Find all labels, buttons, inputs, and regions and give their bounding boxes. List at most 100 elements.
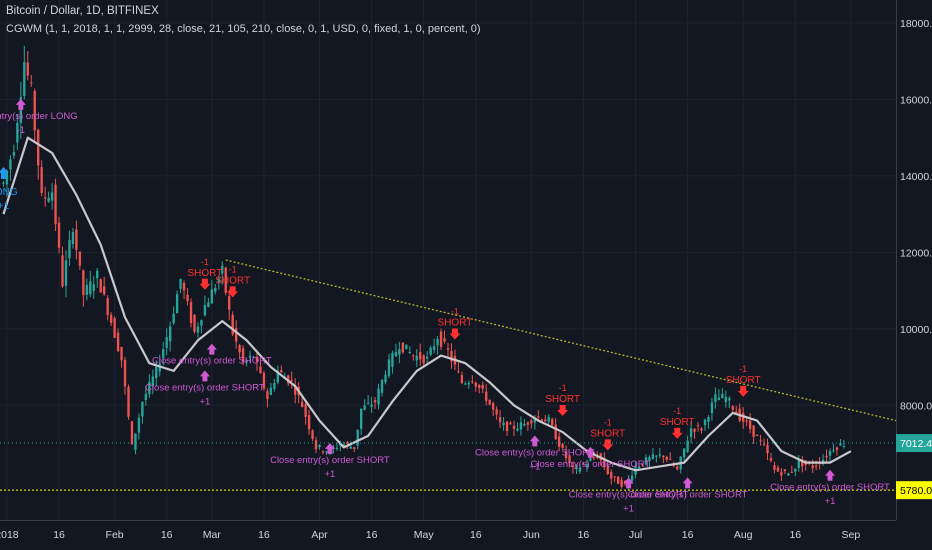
candle — [790, 465, 793, 474]
candle — [19, 81, 23, 139]
indicator-legend[interactable]: CGWM (1, 1, 2018, 1, 1, 2999, 28, close,… — [6, 23, 481, 35]
candle — [505, 421, 509, 436]
candle-body — [613, 476, 616, 478]
trade-qty: -1 — [451, 306, 459, 316]
trade-label: Close entry(s) order LONG — [0, 111, 78, 122]
candle — [585, 459, 589, 472]
candle — [797, 455, 800, 472]
candle-body — [318, 444, 321, 448]
candle-body — [224, 267, 227, 293]
candle-body — [290, 380, 293, 382]
time-axis-background — [0, 520, 932, 550]
short-arrow-icon — [737, 385, 749, 397]
candle-body — [248, 355, 252, 358]
candle-body — [488, 399, 491, 405]
candle-body — [703, 419, 707, 426]
candle — [61, 246, 64, 288]
candle-body — [349, 446, 352, 449]
short-arrow-icon — [671, 427, 683, 439]
candle-body — [568, 455, 571, 463]
candle-body — [710, 402, 714, 414]
candle — [561, 442, 564, 450]
candle — [651, 448, 655, 460]
candle-body — [99, 279, 102, 293]
candle — [103, 276, 106, 296]
candle — [214, 283, 217, 295]
candle — [16, 114, 19, 151]
candle-body — [696, 425, 700, 427]
candle-body — [252, 356, 255, 358]
candle — [2, 180, 5, 188]
candle-body — [516, 428, 519, 431]
candle-body — [446, 348, 450, 350]
candle-body — [530, 420, 533, 424]
candle-body — [755, 435, 759, 437]
candle-body — [172, 313, 175, 324]
candle — [794, 468, 797, 477]
candle-body — [790, 471, 793, 473]
candle-body — [801, 459, 804, 467]
trade-marker: Close entry(s) order LONG -1 — [0, 98, 78, 136]
candle-body — [467, 382, 471, 385]
candle-body — [37, 129, 40, 166]
candle — [766, 438, 769, 460]
candle-body — [662, 455, 665, 458]
candle — [721, 388, 724, 399]
candle — [85, 278, 89, 301]
candle-body — [200, 320, 203, 326]
candle-body — [748, 420, 752, 429]
candle-body — [728, 398, 731, 401]
candle-body — [596, 457, 599, 459]
candle-body — [616, 476, 620, 484]
candle-body — [162, 349, 165, 358]
candle — [26, 51, 29, 81]
candle — [151, 369, 154, 395]
candle — [96, 267, 99, 288]
candle — [134, 433, 137, 455]
candle — [752, 425, 755, 444]
candle-body — [485, 391, 488, 401]
trade-marker: Close entry(s) order SHORT +1 — [569, 477, 689, 514]
candle — [755, 434, 759, 437]
candle-body — [193, 314, 196, 332]
trade-qty: -1 — [673, 406, 681, 416]
candle — [644, 454, 648, 466]
candle — [269, 383, 273, 396]
candle — [582, 461, 585, 466]
trade-marker: Close entry(s) order SHORT +1 — [475, 435, 595, 472]
candle-body — [373, 400, 377, 403]
candle — [127, 384, 130, 420]
candle — [422, 354, 425, 367]
candle-body — [547, 416, 550, 422]
candle-body — [432, 346, 436, 350]
candle-body — [474, 382, 477, 387]
candle-body — [745, 420, 748, 422]
trade-label: SHORT — [438, 317, 473, 328]
candle-body — [384, 374, 387, 383]
candle-body — [64, 260, 68, 286]
candle-body — [436, 339, 439, 346]
candle — [12, 144, 16, 160]
time-tick-label: 16 — [578, 529, 590, 541]
candle-body — [231, 314, 234, 335]
candle-body — [57, 222, 61, 248]
candle-body — [346, 442, 349, 444]
time-tick-label: 16 — [789, 529, 801, 541]
trade-label: Close entry(s) order SHORT — [569, 489, 689, 500]
close-arrow-icon — [206, 343, 217, 355]
trade-qty: -1 — [559, 383, 567, 393]
candle-body — [342, 444, 345, 447]
candle — [551, 417, 554, 427]
candle — [23, 45, 26, 100]
candle-body — [179, 278, 182, 289]
candle-body — [50, 192, 54, 201]
candle-body — [519, 422, 523, 430]
candle — [398, 341, 401, 364]
candle-body — [412, 355, 415, 357]
candle — [234, 320, 238, 349]
candle-body — [637, 466, 641, 469]
